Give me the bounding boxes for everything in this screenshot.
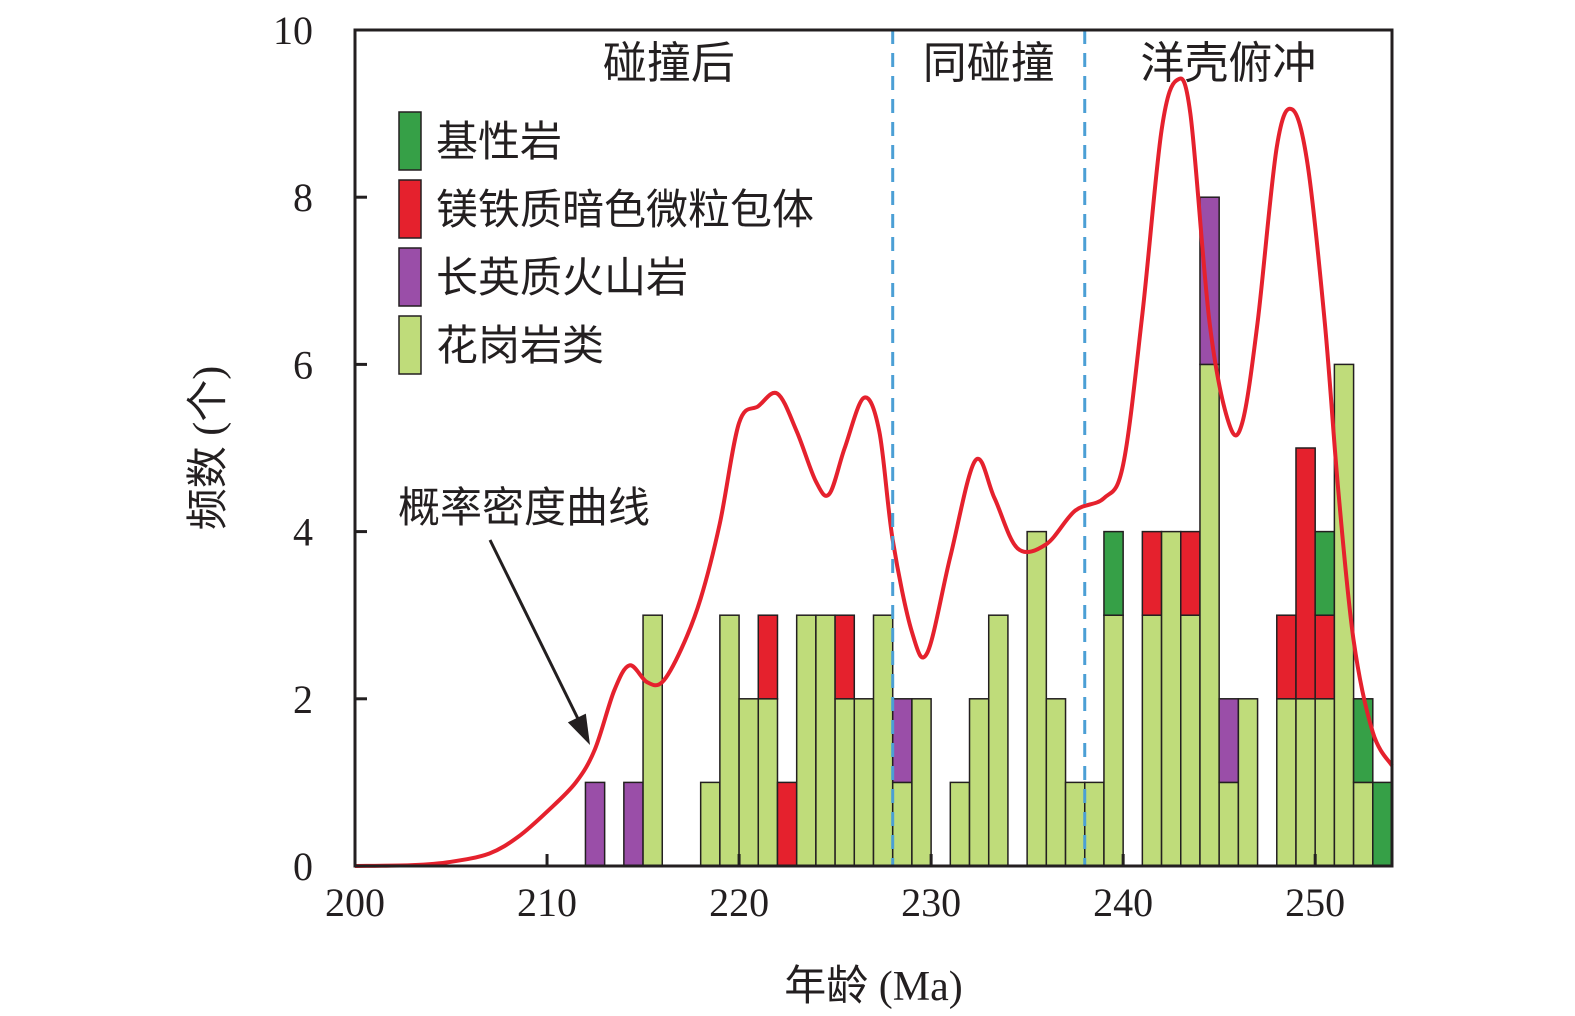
bar-segment-221-3	[757, 698, 779, 867]
legend-swatch-2	[398, 247, 422, 307]
x-tick-label-250: 250	[1285, 880, 1345, 925]
legend-label-0: 基性岩	[436, 120, 562, 166]
bar-segment-244-2	[1199, 196, 1220, 366]
y-tick-label-2: 2	[293, 677, 313, 722]
phase-label-1: 同碰撞	[923, 39, 1055, 88]
bar-segment-250-3	[1314, 698, 1336, 867]
bar-segment-218-3	[699, 781, 721, 867]
bar-segment-229-3	[911, 698, 932, 867]
bar-segment-228-3	[891, 781, 913, 867]
y-tick-label-4: 4	[293, 510, 313, 555]
legend-swatch-0	[398, 111, 422, 171]
bar-segment-221-1	[757, 614, 779, 700]
bar-segment-223-3	[795, 614, 817, 867]
bar-segment-238-3	[1083, 781, 1105, 867]
legend-label-3: 花岗岩类	[436, 324, 604, 370]
bar-segment-252-3	[1352, 781, 1374, 867]
bar-segment-243-3	[1180, 614, 1201, 867]
bar-segment-250-1	[1314, 614, 1336, 700]
y-axis-title: 频数 (个)	[186, 366, 232, 530]
bar-segment-249-3	[1295, 698, 1316, 867]
plot-frame	[353, 28, 1394, 868]
bar-segment-228-2	[891, 698, 913, 784]
axis-ticks: 200 210 220 230 240 250 0 2 4 6 8 10	[273, 8, 1345, 925]
bar-segment-249-1	[1295, 447, 1316, 700]
bar-segment-252-0	[1352, 698, 1374, 784]
bar-segment-232-3	[968, 698, 990, 867]
bar-segment-248-1	[1276, 614, 1297, 700]
bar-segment-214-2	[623, 781, 644, 867]
x-tick-label-220: 220	[709, 880, 769, 925]
bar-segment-220-3	[738, 698, 760, 867]
bar-segment-253-0	[1372, 781, 1393, 867]
bar-segment-239-3	[1103, 614, 1124, 867]
bar-segment-248-3	[1276, 698, 1297, 867]
bar-segment-235-3	[1026, 530, 1048, 867]
bar-segment-224-3	[815, 614, 836, 867]
legend-swatch-3	[398, 315, 422, 375]
bar-segment-227-3	[872, 614, 894, 867]
phase-label-2: 洋壳俯冲	[1140, 39, 1316, 88]
bar-segment-212-2	[584, 781, 606, 867]
y-tick-label-10: 10	[273, 8, 313, 53]
phase-labels: 碰撞后 同碰撞 洋壳俯冲	[603, 39, 1317, 88]
bar-segment-222-1	[776, 781, 798, 867]
bar-segment-242-3	[1160, 530, 1182, 867]
y-tick-label-6: 6	[293, 342, 313, 387]
curve-annotation: 概率密度曲线	[398, 485, 650, 745]
bar-segment-245-3	[1218, 781, 1240, 867]
bar-segment-225-1	[834, 614, 856, 700]
annotation-arrowhead-icon	[567, 713, 590, 745]
probability-density-curve	[354, 76, 1394, 868]
bar-segment-237-3	[1064, 781, 1086, 867]
legend-swatch-1	[398, 179, 422, 239]
bar-segment-241-3	[1141, 614, 1163, 867]
legend-label-2: 长英质火山岩	[436, 256, 688, 302]
annotation-arrow-line	[488, 539, 586, 732]
x-tick-label-210: 210	[517, 880, 577, 925]
bar-segment-250-0	[1314, 530, 1336, 616]
bar-segment-243-1	[1180, 530, 1201, 616]
x-tick-label-200: 200	[325, 880, 385, 925]
bar-segment-239-0	[1103, 530, 1124, 616]
bar-segment-219-3	[719, 614, 740, 867]
bar-segment-215-3	[642, 614, 664, 867]
bar-segment-245-2	[1218, 698, 1240, 784]
curve-annotation-label: 概率密度曲线	[398, 485, 650, 532]
bars-layer	[584, 196, 1393, 867]
bar-segment-236-3	[1045, 698, 1067, 867]
bar-segment-241-1	[1141, 530, 1163, 616]
phase-label-0: 碰撞后	[603, 39, 735, 88]
legend-label-1: 镁铁质暗色微粒包体	[436, 188, 814, 234]
bar-segment-231-3	[949, 781, 971, 867]
bar-segment-225-3	[834, 698, 856, 867]
phase-dividers	[891, 30, 1087, 866]
y-tick-label-0: 0	[293, 844, 313, 889]
y-tick-label-8: 8	[293, 175, 313, 220]
bar-segment-226-3	[853, 698, 875, 867]
bar-segment-246-3	[1237, 698, 1259, 867]
x-tick-label-240: 240	[1093, 880, 1153, 925]
bar-segment-244-3	[1199, 363, 1220, 867]
x-axis-title: 年龄 (Ma)	[784, 963, 962, 1010]
bar-segment-233-3	[987, 614, 1009, 867]
x-tick-label-230: 230	[901, 880, 961, 925]
